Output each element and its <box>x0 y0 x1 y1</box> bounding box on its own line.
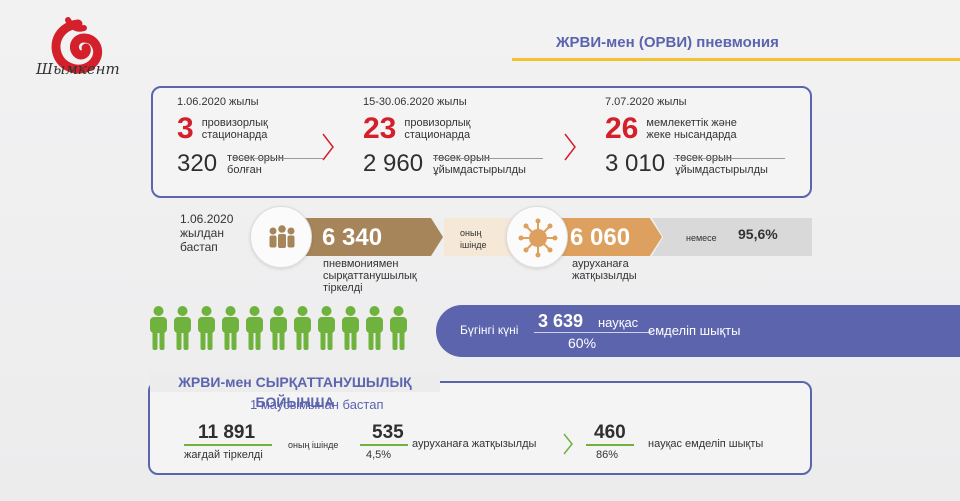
beds-column-2: 15-30.06.2020 жылы 23 провизорлық стацион… <box>363 96 526 178</box>
person-icon <box>246 306 263 350</box>
shymkent-logo-icon <box>51 17 103 74</box>
bottom-hospitalized-label: ауруханаға жатқызылды <box>412 438 537 450</box>
beds-desc: төсек орын болған <box>227 152 284 176</box>
column-date: 7.07.2020 жылы <box>605 96 687 108</box>
person-icon <box>174 306 191 350</box>
beds-desc: төсек орын ұйымдастырылды <box>433 152 526 176</box>
pneumonia-count: 6 340 <box>322 224 383 251</box>
person-icon <box>198 306 215 350</box>
discharged-banner: Бүгінгі күні 3 639 науқас 60% емделіп шы… <box>436 305 960 357</box>
bottom-hospitalized-count: 535 <box>372 422 404 443</box>
today-label: Бүгінгі күні <box>460 323 519 337</box>
person-icon <box>294 306 311 350</box>
arvi-summary-box <box>148 381 812 475</box>
discharged-action: емделіп шықты <box>648 323 741 338</box>
page-title: ЖРВИ-мен (ОРВИ) пневмония <box>556 34 779 51</box>
arvi-title-wrap: ЖРВИ-мен СЫРҚАТТАНУШЫЛЫҚ БОЙЫНША <box>150 372 440 410</box>
discharged-percent: 60% <box>568 335 597 351</box>
person-icon <box>390 306 407 350</box>
stationary-desc: провизорлық стационарда <box>201 117 268 141</box>
divider <box>534 332 652 333</box>
stationary-count: 26 <box>605 112 639 145</box>
virus-icon <box>506 206 568 268</box>
divider <box>233 158 323 159</box>
people-group-icon <box>250 206 312 268</box>
person-icon <box>318 306 335 350</box>
divider <box>433 158 543 159</box>
beds-column-3: 7.07.2020 жылы 26 мемлекеттік және жеке н… <box>605 96 768 178</box>
since-label: 1.06.2020 жылдан бастап <box>180 212 234 254</box>
hospitalized-percent: 95,6% <box>738 226 778 242</box>
green-underline <box>184 444 272 446</box>
column-date: 1.06.2020 жылы <box>177 96 259 108</box>
beds-summary-box: 1.06.2020 жылы 3 провизорлық стационарда … <box>151 86 812 198</box>
discharged-count: 3 639 <box>538 311 584 331</box>
cases-count: 11 891 <box>198 422 256 443</box>
stationary-count: 3 <box>177 112 194 145</box>
person-icon <box>342 306 359 350</box>
cases-label: жағдай тіркелді <box>184 449 263 461</box>
pneumonia-desc: пневмониямен сырқаттанушылық тіркелді <box>323 258 417 294</box>
people-icons-row <box>148 305 409 351</box>
beds-desc: төсек орын ұйымдастырылды <box>675 152 768 176</box>
divider <box>673 158 785 159</box>
or-label: немесе <box>686 233 717 243</box>
hospitalized-count: 6 060 <box>570 224 631 251</box>
logo-text: Шымкент <box>36 60 120 78</box>
percent-arrow <box>652 218 812 256</box>
chevron-right-icon <box>563 433 573 455</box>
person-icon <box>222 306 239 350</box>
recovered-label: науқас емделіп шықты <box>648 438 764 450</box>
discharged-unit: науқас <box>598 315 639 330</box>
green-underline <box>586 444 634 446</box>
beds-count: 320 <box>177 150 218 177</box>
column-date: 15-30.06.2020 жылы <box>363 96 467 108</box>
person-icon <box>150 306 167 350</box>
beds-count: 3 010 <box>605 150 666 177</box>
pneumonia-arrow <box>293 218 443 256</box>
recovered-count: 460 <box>594 422 626 443</box>
title-underline <box>512 58 960 61</box>
chevron-right-icon <box>564 133 576 161</box>
recovered-percent: 86% <box>596 449 619 461</box>
bottom-hospitalized-percent: 4,5% <box>366 449 392 461</box>
stationary-desc: провизорлық стационарда <box>404 117 471 141</box>
of-which-label: оның ішінде <box>288 440 339 450</box>
beds-count: 2 960 <box>363 150 424 177</box>
green-underline <box>360 444 408 446</box>
hospitalized-desc: ауруханаға жатқызылды <box>572 258 637 282</box>
arvi-subtitle: 1 маусымынан бастап <box>250 397 384 412</box>
person-icon <box>366 306 383 350</box>
of-which-label: оның ішінде <box>460 228 487 250</box>
stationary-desc: мемлекеттік және жеке нысандарда <box>646 117 737 141</box>
stationary-count: 23 <box>363 112 397 145</box>
beds-column-1: 1.06.2020 жылы 3 провизорлық стационарда … <box>177 96 284 178</box>
person-icon <box>270 306 287 350</box>
chevron-right-icon <box>322 133 334 161</box>
arvi-title: ЖРВИ-мен СЫРҚАТТАНУШЫЛЫҚ БОЙЫНША <box>178 374 412 410</box>
